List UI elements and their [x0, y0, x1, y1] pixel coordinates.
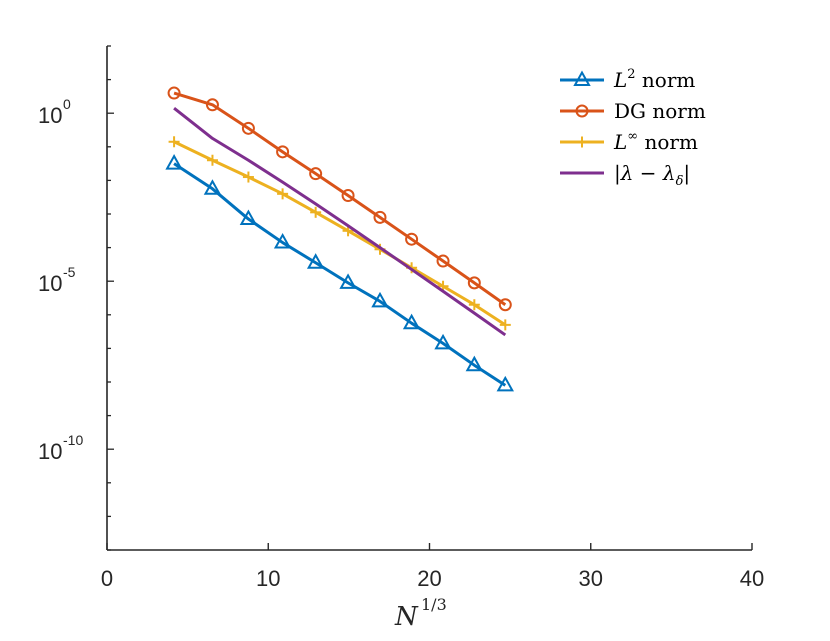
- data-point: [467, 276, 481, 290]
- legend-label: DG norm: [614, 99, 706, 123]
- series-line: [173, 140, 507, 327]
- data-point: [339, 273, 357, 289]
- legend-label: L∞ norm: [613, 129, 698, 154]
- data-point: [575, 104, 589, 118]
- x-tick-label: 30: [579, 566, 603, 591]
- data-point: [203, 179, 222, 195]
- y-tick-label-exponent: -10: [63, 432, 83, 448]
- y-tick-label-exponent: -5: [63, 264, 76, 280]
- data-point: [499, 319, 511, 331]
- series-3: [173, 106, 507, 337]
- data-point: [434, 333, 452, 350]
- data-point: [309, 167, 323, 181]
- data-point: [468, 299, 480, 311]
- series-0: [165, 154, 514, 392]
- series-layer: [165, 86, 514, 392]
- series-line: [173, 91, 507, 306]
- y-tick-label: 10 -10: [38, 432, 83, 464]
- data-point: [165, 154, 183, 170]
- series-line: [173, 162, 507, 387]
- x-tick-label: 0: [101, 566, 113, 591]
- legend-item[interactable]: DG norm: [560, 99, 706, 123]
- y-tick-label: 10 0: [38, 96, 71, 128]
- data-point: [206, 154, 218, 166]
- y-tick-label-base: 10: [38, 271, 62, 296]
- x-axis-title: N 1/3: [394, 595, 447, 632]
- data-point: [402, 313, 421, 330]
- data-point: [168, 136, 180, 148]
- legend[interactable]: L2 norm DG norm L∞ norm |λ − λδ|: [560, 67, 706, 189]
- x-tick-label: 10: [256, 566, 280, 591]
- series-1: [167, 86, 512, 312]
- legend-item[interactable]: L∞ norm: [560, 129, 698, 154]
- data-point: [496, 375, 514, 392]
- data-point: [310, 206, 322, 218]
- data-point: [205, 98, 219, 112]
- y-tick-label-exponent: 0: [63, 96, 71, 112]
- data-point: [306, 253, 325, 269]
- data-point: [373, 210, 387, 224]
- data-point: [436, 254, 450, 268]
- legend-item[interactable]: L2 norm: [560, 67, 695, 92]
- legend-label: L2 norm: [613, 67, 695, 92]
- data-point: [576, 136, 588, 148]
- data-point: [167, 86, 181, 100]
- x-axis-title-exponent: 1/3: [421, 595, 447, 614]
- data-point: [341, 189, 355, 203]
- data-point: [498, 298, 512, 312]
- data-point: [371, 291, 389, 308]
- x-tick-label: 20: [417, 566, 441, 591]
- y-tick-label-base: 10: [38, 103, 62, 128]
- data-point: [242, 171, 254, 183]
- legend-item[interactable]: |λ − λδ|: [560, 161, 690, 189]
- y-tick-label-base: 10: [38, 439, 62, 464]
- series-2: [168, 136, 511, 331]
- data-point: [277, 188, 289, 200]
- data-point: [239, 209, 258, 226]
- x-tick-label: 40: [740, 566, 764, 591]
- data-point: [405, 232, 419, 246]
- data-point: [273, 233, 292, 249]
- x-axis-title-base: N: [394, 602, 419, 632]
- data-point: [573, 70, 591, 86]
- series-line: [173, 106, 507, 337]
- data-point: [241, 121, 255, 135]
- data-point: [465, 355, 484, 372]
- data-point: [276, 145, 290, 159]
- y-tick-label: 10 -5: [38, 264, 76, 296]
- legend-label: |λ − λδ|: [614, 161, 690, 189]
